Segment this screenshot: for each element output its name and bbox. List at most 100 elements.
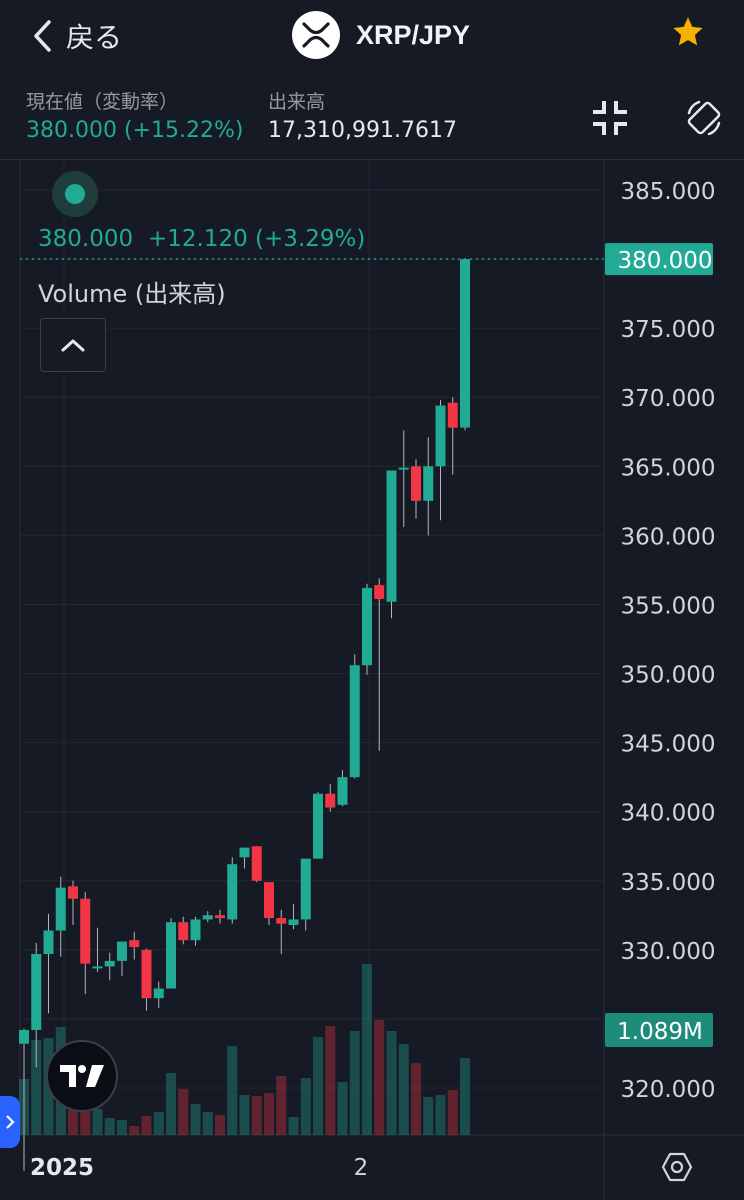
favorite-star-icon[interactable]	[670, 14, 706, 54]
candle	[104, 952, 115, 981]
candle	[300, 858, 311, 931]
volume-bar	[166, 1073, 176, 1135]
volume-bar	[202, 1112, 213, 1135]
candle-body	[68, 886, 78, 899]
y-axis-label: 375.000	[620, 317, 715, 343]
x-axis-label: 2	[354, 1155, 369, 1181]
volume-bar	[129, 1126, 140, 1135]
candle-body	[423, 466, 434, 501]
candle-body	[288, 919, 299, 925]
y-axis-label: 350.000	[620, 663, 715, 689]
candle-body	[447, 402, 458, 428]
candle	[288, 904, 299, 930]
candle	[460, 259, 470, 431]
candle	[398, 430, 409, 528]
collapse-indicators-button[interactable]	[40, 318, 106, 372]
candle-body	[398, 467, 409, 470]
candle-body	[55, 887, 66, 931]
back-button[interactable]: 戻る	[32, 8, 122, 64]
header-bar: 戻る XRP/JPY	[0, 0, 744, 73]
volume-bar	[92, 1109, 103, 1135]
candle-body	[19, 1029, 29, 1044]
volume-badge	[605, 1013, 713, 1047]
candle-body	[80, 898, 91, 964]
rotate-screen-icon[interactable]	[682, 96, 726, 140]
chart-settings-icon[interactable]	[660, 1150, 694, 1188]
candle-body	[141, 949, 152, 999]
volume-bar	[411, 1063, 421, 1135]
fullscreen-exit-icon[interactable]	[588, 96, 632, 140]
candle	[19, 1028, 29, 1171]
candle	[386, 470, 397, 619]
candle-body	[166, 922, 176, 989]
volume-bar	[215, 1115, 225, 1135]
y-axis-label: 340.000	[620, 801, 715, 827]
candle	[80, 891, 91, 995]
volume-bar	[141, 1116, 152, 1135]
candle	[325, 784, 336, 812]
last-price-badge	[605, 243, 713, 276]
y-axis-label: 345.000	[620, 732, 715, 758]
candle	[92, 927, 103, 972]
volume-bar	[435, 1095, 446, 1135]
side-panel-toggle[interactable]	[0, 1096, 20, 1148]
candle	[423, 437, 434, 536]
candle-body	[202, 915, 213, 920]
candle	[313, 792, 323, 859]
candle	[411, 459, 421, 519]
candle-body	[178, 922, 189, 941]
candle-body	[92, 966, 103, 969]
y-axis-label: 370.000	[620, 386, 715, 412]
volume-bar	[337, 1082, 348, 1135]
pair-title: XRP/JPY	[292, 6, 470, 64]
volume-bar	[276, 1076, 287, 1135]
chevron-left-icon	[32, 19, 52, 53]
chevron-right-icon	[6, 1115, 15, 1129]
legend-change: +12.120 (+3.29%)	[148, 226, 366, 252]
y-axis-label: 330.000	[620, 939, 715, 965]
price-value: 380.000 (+15.22%)	[26, 118, 244, 143]
candle-body	[276, 918, 287, 924]
candle-body	[435, 405, 446, 467]
candle-body	[374, 585, 385, 599]
candle-body	[251, 846, 262, 881]
volume-bar	[178, 1089, 189, 1135]
price-chart[interactable]: 385.000 375.000 370.000 365.000 360.000 355.0…	[0, 160, 744, 1200]
candle-body	[43, 930, 54, 954]
candle-body	[362, 587, 372, 666]
candle-body	[349, 665, 360, 778]
candle-body	[411, 466, 421, 501]
candle-body	[264, 882, 274, 919]
tradingview-logo-icon[interactable]	[46, 1040, 118, 1112]
y-axis-label: 365.000	[620, 455, 715, 481]
volume-value-label: 1.089M	[617, 1019, 703, 1045]
candle-body	[337, 777, 348, 805]
candle	[31, 942, 42, 1068]
candle-body	[239, 847, 250, 858]
volume-bar	[349, 1031, 360, 1135]
candle	[276, 909, 287, 954]
y-axis-label: 360.000	[620, 524, 715, 550]
volume-bar	[325, 1026, 336, 1135]
candle	[227, 857, 238, 924]
y-axis-label: 355.000	[620, 593, 715, 619]
volume-bar	[300, 1078, 311, 1135]
volume-indicator-label: Volume (出来高)	[38, 280, 226, 308]
volume-bar	[31, 1040, 42, 1135]
candle	[68, 880, 78, 925]
candle-body	[386, 470, 397, 602]
volume-bar	[362, 964, 372, 1135]
volume-bar	[447, 1090, 458, 1135]
candle	[202, 911, 213, 923]
candle-body	[117, 941, 127, 961]
candle-body	[215, 915, 225, 919]
volume-bar	[386, 1031, 397, 1135]
candle	[374, 578, 385, 751]
volume-bar	[227, 1046, 238, 1135]
x-axis-label: 2025	[30, 1155, 94, 1181]
y-axis-label: 335.000	[620, 870, 715, 896]
xrp-logo-icon	[292, 11, 340, 59]
volume-bar	[313, 1037, 323, 1135]
volume-value: 17,310,991.7617	[268, 118, 457, 143]
candle	[141, 948, 152, 1011]
